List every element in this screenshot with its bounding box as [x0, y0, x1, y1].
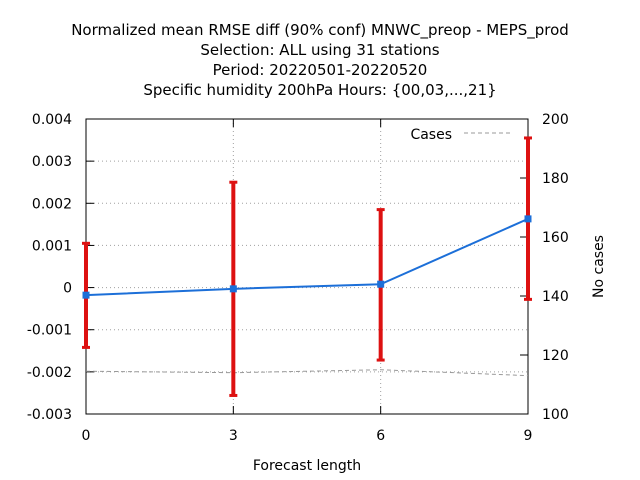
title-line: Normalized mean RMSE diff (90% conf) MNW…: [71, 21, 569, 40]
title-line: Selection: ALL using 31 stations: [200, 41, 439, 59]
y2-axis-label: No cases: [591, 235, 607, 298]
x-tick-label: 6: [376, 428, 385, 444]
rmse-diff-point: [524, 215, 532, 223]
axis-ticks: [85, 118, 529, 415]
cases-line: [85, 369, 529, 377]
rmse-diff-point: [229, 285, 237, 293]
x-axis-tick-labels: 0 3 6 9: [82, 428, 533, 444]
x-axis-label: Forecast length: [253, 458, 361, 474]
y-tick-label: 0.001: [32, 238, 72, 254]
x-tick-label: 0: [82, 428, 91, 444]
grid: [86, 119, 528, 414]
x-tick-label: 3: [229, 428, 238, 444]
rmse-diff-point: [377, 280, 385, 288]
y-tick-label: -0.003: [27, 407, 72, 423]
cases-series: [85, 369, 529, 377]
title-line: Period: 20220501-20220520: [213, 61, 428, 79]
legend: Cases: [410, 127, 510, 143]
y2-tick-label: 180: [542, 171, 569, 187]
legend-label: Cases: [410, 127, 452, 143]
y-axis-tick-labels: -0.003 -0.002 -0.001 0 0.001 0.002 0.003 0.004: [27, 112, 72, 423]
y2-axis-tick-labels: 100 120 140 160 180 200: [542, 112, 569, 423]
y2-tick-label: 100: [542, 407, 569, 423]
y-tick-label: -0.002: [27, 365, 72, 381]
y2-tick-label: 200: [542, 112, 569, 128]
y2-tick-label: 140: [542, 289, 569, 305]
y-tick-label: -0.001: [27, 323, 72, 339]
y-tick-label: 0.003: [32, 154, 72, 170]
y2-tick-label: 160: [542, 230, 569, 246]
plot-frame: [85, 118, 529, 415]
chart-title: Normalized mean RMSE diff (90% conf) MNW…: [71, 21, 569, 99]
title-line: Specific humidity 200hPa Hours: {00,03,.…: [143, 81, 496, 99]
rmse-diff-point: [82, 291, 90, 299]
y-tick-label: 0.002: [32, 196, 72, 212]
rmse-diff-series: [82, 215, 532, 299]
rmse-diff-line: [85, 217, 529, 297]
x-tick-label: 9: [524, 428, 533, 444]
y-tick-label: 0.004: [32, 112, 72, 128]
y2-tick-label: 120: [542, 348, 569, 364]
error-bars: [82, 136, 532, 397]
y-tick-label: 0: [63, 281, 72, 297]
